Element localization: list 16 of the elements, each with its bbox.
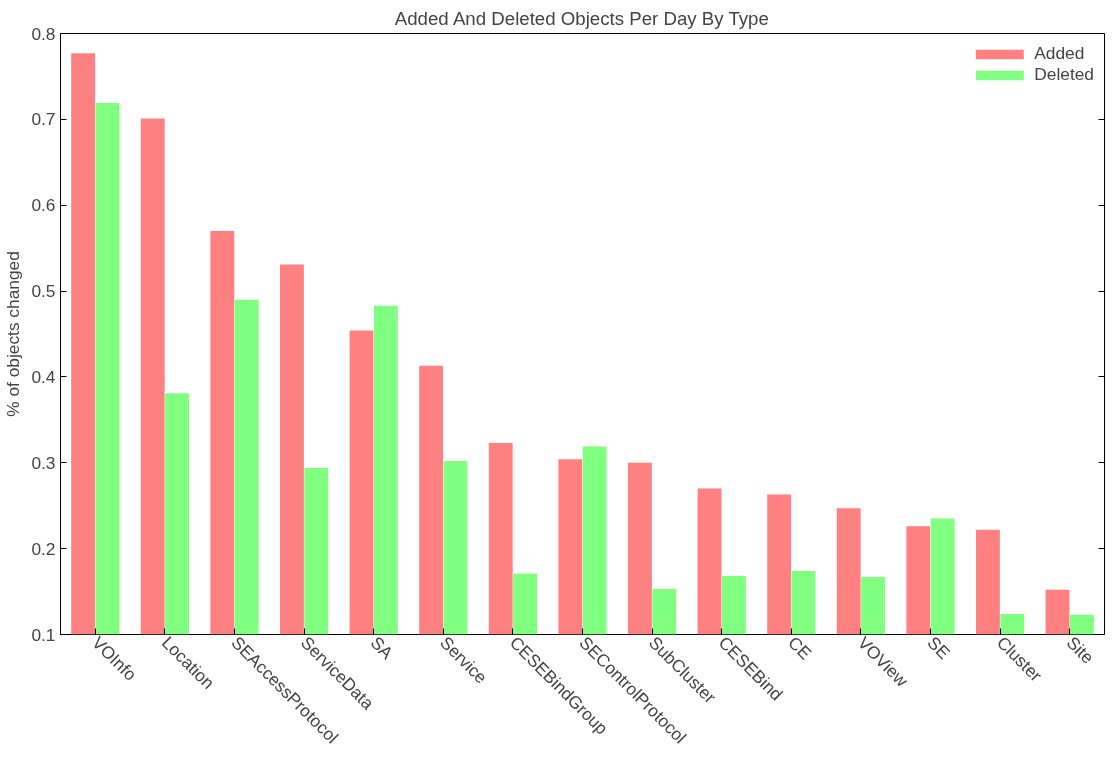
- x-tick-label: SA: [366, 632, 398, 664]
- y-tick-label: 0.6: [31, 195, 56, 216]
- x-tick-label: SE: [923, 632, 954, 663]
- y-tick-label: 0.4: [31, 366, 56, 387]
- y-tick-label: 0.3: [31, 452, 56, 473]
- chart-title: Added And Deleted Objects Per Day By Type: [394, 7, 769, 29]
- x-tick-label: CE: [784, 632, 816, 664]
- x-tick-label: Site: [1062, 632, 1098, 668]
- y-tick-label: 0.8: [31, 23, 56, 44]
- y-tick-label: 0.7: [31, 109, 56, 130]
- legend-label: Added: [1034, 43, 1085, 64]
- legend-label: Deleted: [1034, 64, 1094, 85]
- y-axis-title: % of objects changed: [3, 251, 24, 417]
- y-tick-label: 0.5: [31, 281, 56, 302]
- y-tick-label: 0.2: [31, 538, 56, 559]
- y-tick-label: 0.1: [31, 624, 56, 645]
